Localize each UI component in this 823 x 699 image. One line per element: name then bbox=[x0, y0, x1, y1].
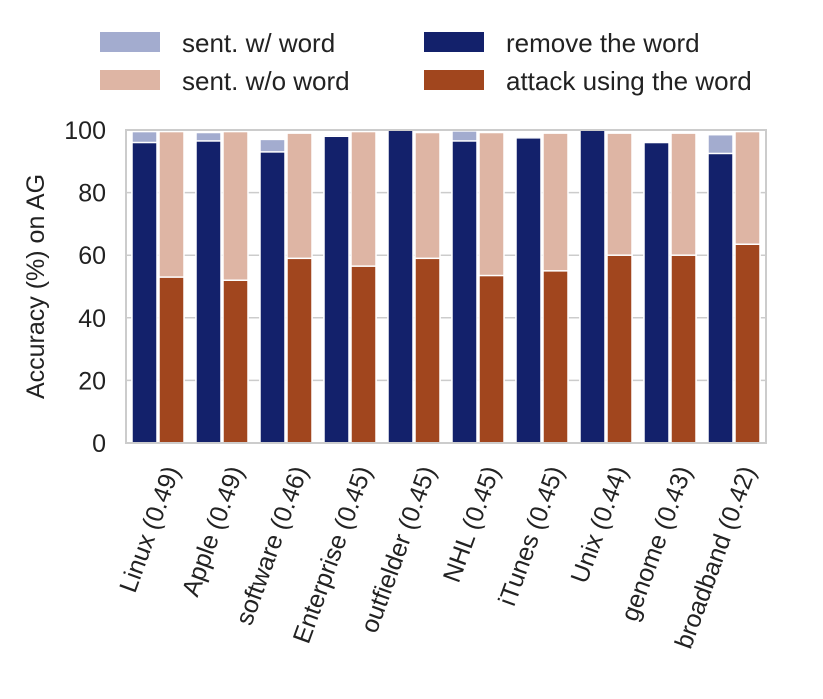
y-tick-label: 40 bbox=[78, 305, 106, 333]
x-tick-label: Linux (0.49) bbox=[114, 462, 185, 596]
y-tick-label: 100 bbox=[64, 117, 106, 145]
x-tick-label: iTunes (0.45) bbox=[493, 462, 569, 609]
x-tick-label: Unix (0.44) bbox=[566, 462, 634, 586]
bar-attack-using-the-word bbox=[478, 274, 505, 444]
legend-label: sent. w/ word bbox=[182, 28, 335, 58]
bar-attack-using-the-word bbox=[222, 279, 249, 444]
y-tick-label: 60 bbox=[78, 242, 106, 270]
legend-label: attack using the word bbox=[506, 66, 752, 96]
plot-frame bbox=[125, 129, 767, 444]
legend-label: remove the word bbox=[506, 28, 700, 58]
bar-attack-using-the-word bbox=[606, 254, 633, 444]
y-tick-label: 80 bbox=[78, 180, 106, 208]
grid-lines bbox=[126, 129, 766, 444]
bar-remove-the-word bbox=[259, 151, 286, 444]
bars bbox=[131, 129, 761, 444]
bar-remove-the-word bbox=[579, 129, 606, 444]
legend-swatch bbox=[424, 70, 484, 90]
bar-attack-using-the-word bbox=[670, 254, 697, 444]
y-tick-label: 0 bbox=[92, 430, 106, 458]
y-tick-label: 20 bbox=[78, 367, 106, 395]
legend-label: sent. w/o word bbox=[182, 66, 350, 96]
bar-attack-using-the-word bbox=[158, 276, 185, 444]
bar-attack-using-the-word bbox=[286, 257, 313, 444]
legend-swatch bbox=[100, 32, 160, 52]
bar-remove-the-word bbox=[515, 137, 542, 444]
bar-attack-using-the-word bbox=[734, 243, 761, 444]
x-tick-label: Apple (0.49) bbox=[177, 462, 250, 600]
legend-swatch bbox=[424, 32, 484, 52]
bar-remove-the-word bbox=[387, 129, 414, 444]
bar-remove-the-word bbox=[323, 135, 350, 444]
bar-remove-the-word bbox=[707, 152, 734, 444]
y-axis-ticks: 0 20 40 60 80 100 bbox=[64, 117, 106, 458]
x-axis-ticks: Linux (0.49)Apple (0.49)software (0.46)E… bbox=[114, 462, 761, 652]
y-axis-label: Accuracy (%) on AG bbox=[22, 174, 50, 399]
x-tick-label: NHL (0.45) bbox=[438, 462, 506, 586]
legend-swatch bbox=[100, 70, 160, 90]
legend: sent. w/ word remove the word sent. w/o wo… bbox=[100, 28, 752, 96]
bar-attack-using-the-word bbox=[542, 270, 569, 444]
bar-remove-the-word bbox=[643, 141, 670, 444]
bar-attack-using-the-word bbox=[350, 265, 377, 444]
bar-remove-the-word bbox=[195, 140, 222, 444]
bar-remove-the-word bbox=[131, 141, 158, 444]
bar-attack-using-the-word bbox=[414, 257, 441, 444]
bar-remove-the-word bbox=[451, 140, 478, 444]
